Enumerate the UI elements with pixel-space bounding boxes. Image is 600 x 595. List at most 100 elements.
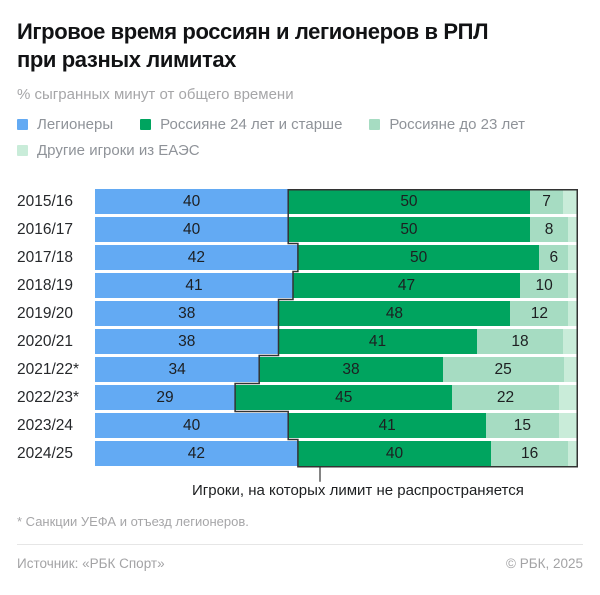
bar-value-label: 40 <box>182 416 201 434</box>
bar-segment-series-1: 40 <box>297 441 492 467</box>
chart-row: 2017/18 42 50 6 <box>17 245 578 271</box>
legend-swatch-icon <box>17 119 28 131</box>
row-label-season: 2015/16 <box>17 192 74 210</box>
bar-value-label: 42 <box>187 444 206 462</box>
bar-segment-series-2: 16 <box>491 441 569 467</box>
bar-value-label: 16 <box>521 444 539 462</box>
row-label-season: 2023/24 <box>17 416 74 434</box>
bar-segment-series-2: 10 <box>520 273 569 299</box>
bar-segment-series-1: 50 <box>288 217 530 243</box>
legend-item-3: Другие игроки из ЕАЭС <box>17 142 200 159</box>
row-label-season: 2021/22* <box>17 360 80 378</box>
legend-swatch-icon <box>140 119 152 131</box>
footer: Источник: «РБК Спорт» © РБК, 2025 <box>17 556 583 571</box>
bar-segment-series-2: 7 <box>529 189 564 215</box>
bar-segment-series-3 <box>568 217 578 243</box>
bar-segment-series-2: 18 <box>476 329 564 355</box>
bar-value-label: 18 <box>511 332 529 350</box>
bar-value-label: 38 <box>178 332 196 350</box>
copyright-label: © РБК, 2025 <box>506 556 583 572</box>
bar-value-label: 41 <box>368 332 387 350</box>
chart-subtitle: % сыгранных минут от общего времени <box>17 86 294 104</box>
row-label-season: 2018/19 <box>17 276 74 294</box>
bar-value-label: 6 <box>549 248 559 266</box>
bar-segment-series-0: 42 <box>95 441 298 467</box>
chart-row: 2018/19 41 47 10 <box>17 273 578 299</box>
legend-item-0: Легионеры <box>17 116 113 133</box>
legend-item-2: Россияне до 23 лет <box>369 116 525 133</box>
bar-segment-series-3 <box>568 245 578 271</box>
chart-row: 2019/20 38 48 12 <box>17 301 578 327</box>
bar-segment-series-0: 42 <box>95 245 298 271</box>
bar-segment-series-1: 50 <box>297 245 540 271</box>
legend-item-label: Россияне 24 лет и старше <box>160 116 343 134</box>
source-label: Источник: «РБК Спорт» <box>17 556 165 572</box>
bar-value-label: 15 <box>513 416 532 434</box>
bar-segment-series-1: 41 <box>278 329 477 355</box>
bar-segment-series-0: 41 <box>95 273 294 299</box>
bar-segment-series-2: 22 <box>452 385 559 411</box>
bar-value-label: 38 <box>342 360 360 378</box>
bar-segment-series-1: 45 <box>235 385 453 411</box>
bar-value-label: 34 <box>168 360 186 378</box>
bar-value-label: 42 <box>187 248 206 266</box>
bar-segment-series-3 <box>558 385 578 411</box>
bar-segment-series-2: 6 <box>539 245 569 271</box>
row-bars: 40 41 15 <box>95 413 578 439</box>
row-bars: 29 45 22 <box>95 385 578 411</box>
bar-segment-series-2: 15 <box>486 413 559 439</box>
footnote: * Санкции УЕФА и отъезд легионеров. <box>17 514 249 530</box>
bar-segment-series-0: 40 <box>95 189 289 215</box>
bar-value-label: 50 <box>409 248 428 266</box>
legend-item-label: Россияне до 23 лет <box>389 116 525 134</box>
bar-segment-series-1: 47 <box>293 273 521 299</box>
bar-segment-series-0: 40 <box>95 413 289 439</box>
bar-segment-series-3 <box>563 189 578 215</box>
legend-row-2: Другие игроки из ЕАЭС <box>17 142 583 159</box>
row-bars: 42 40 16 <box>95 441 578 467</box>
bar-segment-series-3 <box>568 441 578 467</box>
legend-swatch-icon <box>17 145 28 157</box>
bar-segment-series-0: 29 <box>95 385 236 411</box>
legend-swatch-icon <box>369 119 381 131</box>
chart-row: 2023/24 40 41 15 <box>17 413 578 439</box>
bar-value-label: 50 <box>400 192 418 210</box>
divider <box>17 544 583 546</box>
bar-value-label: 25 <box>494 360 512 378</box>
bar-segment-series-3 <box>568 301 578 327</box>
title-line-1: Игровое время россиян и легионеров в РПЛ <box>17 19 489 44</box>
bar-value-label: 29 <box>156 388 174 406</box>
row-bars: 34 38 25 <box>95 357 578 383</box>
bar-value-label: 47 <box>397 276 416 294</box>
row-label-season: 2024/25 <box>17 444 74 462</box>
chart-row: 2016/17 40 50 8 <box>17 217 578 243</box>
stacked-bar-chart: 2015/16 40 50 7 2016/17 40 50 8 2017/18 42 50 6 2018… <box>17 189 578 483</box>
row-bars: 42 50 6 <box>95 245 578 271</box>
bar-value-label: 41 <box>185 276 203 294</box>
bar-value-label: 10 <box>535 276 553 294</box>
chart-row: 2024/25 42 40 16 <box>17 441 578 467</box>
bar-segment-series-3 <box>568 273 578 299</box>
bar-segment-series-1: 50 <box>288 189 530 215</box>
bar-value-label: 48 <box>385 304 404 322</box>
bar-segment-series-3 <box>558 413 578 439</box>
chart-row: 2020/21 38 41 18 <box>17 329 578 355</box>
legend-item-label: Другие игроки из ЕАЭС <box>37 142 200 160</box>
row-label-season: 2022/23* <box>17 388 80 406</box>
chart-row: 2015/16 40 50 7 <box>17 189 578 215</box>
bar-segment-series-1: 48 <box>278 301 511 327</box>
bar-segment-series-0: 38 <box>95 329 279 355</box>
bar-value-label: 12 <box>530 304 548 322</box>
row-bars: 38 41 18 <box>95 329 578 355</box>
title-line-2: при разных лимитах <box>17 47 237 73</box>
chart-row: 2022/23* 29 45 22 <box>17 385 578 411</box>
bar-value-label: 7 <box>542 192 551 210</box>
row-bars: 40 50 7 <box>95 189 578 215</box>
bar-segment-series-1: 41 <box>288 413 487 439</box>
legend: Легионеры Россияне 24 лет и старше Россиян… <box>17 116 583 159</box>
bar-segment-series-0: 34 <box>95 357 260 383</box>
bar-segment-series-2: 8 <box>529 217 569 243</box>
bar-value-label: 40 <box>182 192 201 210</box>
bar-segment-series-3 <box>563 329 578 355</box>
